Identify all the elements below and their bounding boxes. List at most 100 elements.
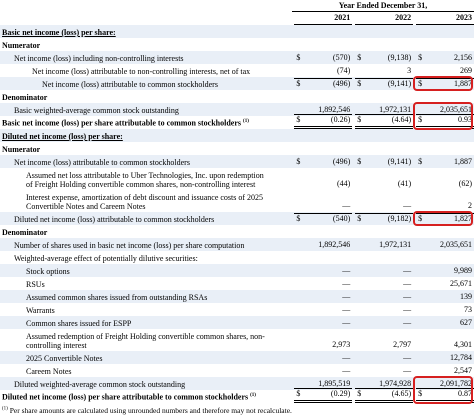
- value: —: [403, 279, 412, 288]
- currency: $: [296, 115, 301, 124]
- label-text: Assumed common shares issued from outsta…: [26, 293, 208, 302]
- value: 2,035,651: [440, 240, 472, 249]
- value: 12,784: [450, 353, 472, 362]
- row-label: 2025 Convertible Notes: [0, 354, 291, 364]
- value: (496): [332, 79, 351, 88]
- currency: $: [418, 157, 423, 166]
- value-cell: —: [294, 292, 352, 303]
- table-row: Common shares issued for ESPP — — 627: [0, 316, 474, 329]
- value-cell: $ (4.64): [355, 114, 414, 129]
- label-text: Weighted-average effect of potentially d…: [14, 254, 198, 263]
- currency: $: [418, 115, 423, 124]
- label-text: Careem Notes: [26, 367, 72, 376]
- table-row: Diluted net income (loss) per share:: [0, 129, 474, 142]
- table-row: Basic net income (loss) per share attrib…: [0, 114, 474, 129]
- value: (0.29): [330, 389, 351, 398]
- value: —: [342, 305, 351, 314]
- value-cell: $ (0.26): [294, 114, 353, 129]
- highlight-box: [413, 76, 473, 91]
- label-text: Numerator: [2, 145, 41, 154]
- value-cell: —: [355, 201, 413, 212]
- row-label: Diluted net income (loss) per share attr…: [0, 391, 291, 403]
- value-cell: 9,989: [416, 266, 474, 277]
- value: 1,974,928: [379, 379, 412, 388]
- value: (4.65): [391, 389, 412, 398]
- label-text: 2025 Convertible Notes: [26, 354, 103, 363]
- currency: $: [357, 115, 362, 124]
- currency: $: [357, 53, 362, 62]
- value: (0.26): [330, 115, 351, 124]
- value: —: [342, 201, 351, 210]
- value-cell: $1,887: [416, 78, 474, 90]
- value-cell: —: [294, 305, 352, 316]
- value-cell: —: [355, 305, 413, 316]
- row-label: Net income (loss) attributable to common…: [0, 158, 291, 168]
- row-label: Warrants: [0, 306, 291, 316]
- column-header: Year Ended December 31,: [0, 0, 474, 12]
- value-cell: $1,827: [416, 213, 474, 225]
- table-row: Stock options — — 9,989: [0, 264, 474, 277]
- currency: $: [357, 79, 362, 88]
- label-text: Warrants: [26, 306, 55, 315]
- currency: $: [296, 389, 301, 398]
- value: —: [403, 366, 412, 375]
- table-row: Net income (loss) attributable to non-co…: [0, 64, 474, 77]
- value-cell: (41): [355, 179, 413, 190]
- value: 1,887: [454, 79, 473, 88]
- value-cell: 1,972,131: [355, 105, 413, 116]
- currency: $: [357, 389, 362, 398]
- value-cell: —: [355, 353, 413, 364]
- value-cell: —: [294, 318, 352, 329]
- table-row: Numerator: [0, 142, 474, 155]
- value: (9,182): [387, 214, 412, 223]
- label-text: Basic weighted-average common stock outs…: [14, 106, 179, 115]
- value: 1,972,131: [379, 105, 412, 114]
- currency: $: [418, 214, 423, 223]
- label-text: Net income (loss) attributable to common…: [42, 80, 218, 89]
- value-cell: $2,156: [416, 53, 474, 64]
- row-label: Basic weighted-average common stock outs…: [0, 106, 291, 116]
- table-row: Basic net income (loss) per share:: [0, 25, 474, 38]
- value: 1,972,131: [379, 240, 412, 249]
- value-cell: $ (4.65): [355, 388, 414, 403]
- value: —: [342, 279, 351, 288]
- year: 2023: [416, 12, 474, 25]
- value: 1,892,546: [318, 105, 351, 114]
- value: 269: [460, 66, 473, 75]
- label-text: Common shares issued for ESPP: [26, 319, 132, 328]
- value-cell: 2,035,651: [416, 240, 474, 251]
- row-label: Net income (loss) including non-controll…: [0, 54, 291, 64]
- row-label: Basic net income (loss) per share:: [0, 28, 292, 38]
- value-cell: 4,301: [416, 340, 474, 351]
- value-cell: 2,091,782: [416, 379, 474, 390]
- value-cell: —: [355, 292, 413, 303]
- value-cell: 25,671: [416, 279, 474, 290]
- row-label: Assumed common shares issued from outsta…: [0, 293, 291, 303]
- value: 3: [407, 66, 412, 75]
- label-text: Number of shares used in basic net incom…: [14, 241, 245, 250]
- label-text: RSUs: [26, 280, 45, 289]
- value-cell: 269: [416, 66, 474, 77]
- value: (4.64): [391, 115, 412, 124]
- value: (540): [332, 214, 351, 223]
- value-cell: $ (570): [294, 53, 352, 64]
- row-label: Basic net income (loss) per share attrib…: [0, 117, 291, 129]
- value-cell: 139: [416, 292, 474, 303]
- footnote-ref: (1): [250, 393, 256, 399]
- currency: $: [357, 157, 362, 166]
- value: —: [403, 305, 412, 314]
- row-label: Common shares issued for ESPP: [0, 319, 291, 329]
- footnote-text: Per share amounts are calculated using u…: [9, 406, 292, 415]
- value-cell: $ (9,138): [355, 53, 413, 64]
- table-body: Basic net income (loss) per share: Numera…: [0, 25, 474, 403]
- row-label: Denominator: [0, 228, 292, 238]
- value: (9,138): [387, 53, 412, 62]
- table-row: Net income (loss) including non-controll…: [0, 51, 474, 64]
- row-label: Diluted net income (loss) attributable t…: [0, 215, 291, 225]
- footnote-mark: (1): [2, 406, 8, 412]
- value: 139: [460, 292, 472, 301]
- value-cell: —: [355, 366, 413, 377]
- value-cell: 1,972,131: [355, 240, 413, 251]
- value-cell: —: [294, 266, 352, 277]
- year: 2022: [355, 12, 414, 25]
